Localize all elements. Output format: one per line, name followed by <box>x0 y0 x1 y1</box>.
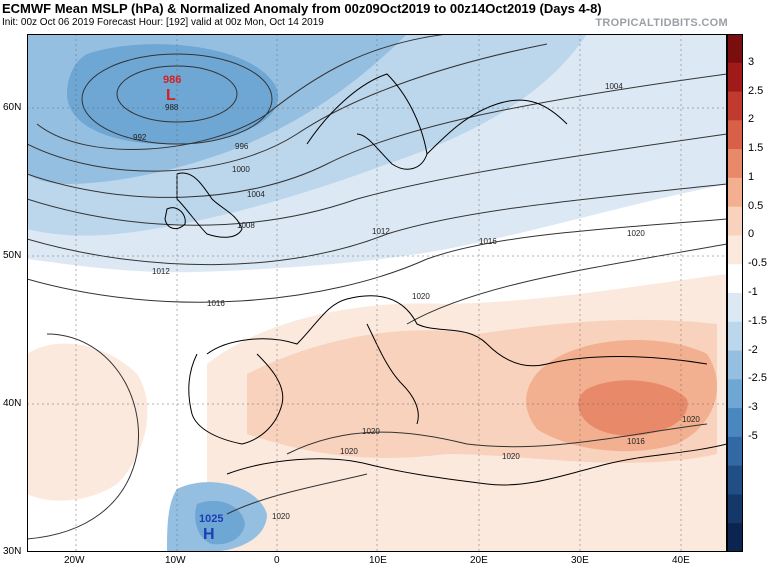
colorbar-tick-label: -5 <box>748 429 758 442</box>
colorbar-tick-label: 0 <box>748 228 755 241</box>
lat-label: 40N <box>3 398 22 409</box>
coast-scandinavia <box>306 73 428 170</box>
coast-iberia <box>188 353 284 445</box>
lon-label: 20E <box>470 555 488 566</box>
lon-label: 20W <box>64 555 85 566</box>
colorbar-tick-label: -2.5 <box>748 372 767 385</box>
isobar-1020-north <box>406 243 727 325</box>
colorbar-swatch <box>727 494 743 524</box>
isobar-label: 1020 <box>682 415 700 424</box>
colorbar-swatch <box>727 293 743 323</box>
colorbar-tick-label: 2 <box>748 113 755 126</box>
anomaly-positive-core <box>578 380 688 436</box>
low-center-letter: L <box>166 87 176 104</box>
lon-label: 10E <box>369 555 387 566</box>
colorbar-swatch <box>727 235 743 265</box>
low-center-value: 986 <box>163 74 181 86</box>
anomaly-positive-atlantic <box>27 343 148 501</box>
isobar-1016-med <box>286 423 708 455</box>
coast-europe-south <box>206 295 708 367</box>
colorbar-frame <box>727 34 743 552</box>
isobar-label: 1008 <box>237 221 255 230</box>
isobar-label: 1020 <box>412 292 430 301</box>
colorbar-swatch <box>727 350 743 380</box>
colorbar-tick-label: 1.5 <box>748 142 764 155</box>
coast-britain <box>176 172 243 238</box>
isobar-1020-atlantic <box>27 333 139 540</box>
colorbar-tick-label: -0.5 <box>748 257 767 270</box>
isobar-label: 992 <box>133 133 147 142</box>
colorbar-tick-label: 2.5 <box>748 84 764 97</box>
colorbar-swatch <box>727 120 743 150</box>
anomaly-colorbar <box>727 34 743 552</box>
isobar-label-group: 992 996 1000 1004 1008 1012 1016 1020 10… <box>133 82 700 521</box>
colorbar-swatch <box>727 523 743 552</box>
colorbar-swatch <box>727 408 743 438</box>
coast-ireland <box>164 207 186 230</box>
coast-italy <box>366 323 419 425</box>
lat-label: 50N <box>3 250 22 261</box>
colorbar-swatch <box>727 379 743 409</box>
colorbar-swatch <box>727 206 743 236</box>
lat-lon-grid <box>27 34 727 552</box>
lon-label: 40E <box>672 555 690 566</box>
anomaly-negative-core <box>67 44 279 144</box>
isobar-1000 <box>27 43 548 172</box>
colorbar-swatch <box>727 177 743 208</box>
colorbar-tick-label: -1.5 <box>748 314 767 327</box>
colorbar-tick-label: 0.5 <box>748 199 764 212</box>
colorbar-swatch <box>727 321 743 352</box>
map-frame <box>27 34 727 552</box>
isobar-label: 1016 <box>207 299 225 308</box>
isobar-label: 1020 <box>362 427 380 436</box>
coastlines <box>164 73 727 486</box>
isobar-996 <box>36 34 448 150</box>
lon-label: 0 <box>274 555 280 566</box>
isobar-label: 1020 <box>340 447 358 456</box>
colorbar-swatch <box>727 465 743 495</box>
isobar-label: 1000 <box>232 165 250 174</box>
high-center-value: 1025 <box>199 513 223 525</box>
isobar-label: 1004 <box>605 82 623 91</box>
pressure-centers: 986 L 1025 H <box>163 74 223 543</box>
site-watermark: TROPICALTIDBITS.COM <box>595 17 728 29</box>
init-info: Init: 00z Oct 06 2019 Forecast Hour: [19… <box>2 17 324 28</box>
colorbar-swatch <box>727 91 743 121</box>
lon-label: 10W <box>165 555 186 566</box>
forecast-map: 992 996 1000 1004 1008 1012 1016 1020 10… <box>27 34 727 552</box>
colorbar-tick-label: -1 <box>748 286 758 298</box>
high-center-letter: H <box>203 526 215 543</box>
isobar-label: 1004 <box>247 190 265 199</box>
isobar-label: 1016 <box>627 437 645 446</box>
colorbar-tick-label: 3 <box>748 55 755 68</box>
coast-baltic <box>426 99 568 155</box>
isobar-label: 1020 <box>502 452 520 461</box>
isobar-label: 1012 <box>372 227 390 236</box>
lat-label: 60N <box>3 102 22 113</box>
coast-north-africa <box>226 443 727 486</box>
colorbar-swatch <box>727 149 743 179</box>
isobar-1020-africa <box>226 473 368 515</box>
isobar-label: 996 <box>235 142 249 151</box>
isobar-1016 <box>27 218 727 303</box>
isobar-1008 <box>27 133 727 226</box>
isobar-label: 1020 <box>627 229 645 238</box>
colorbar-swatch <box>727 436 743 467</box>
lon-label: 30E <box>571 555 589 566</box>
colorbar-tick-label: -2 <box>748 343 758 356</box>
colorbar-tick-label: 1 <box>748 170 755 183</box>
colorbar-tick-label: -3 <box>748 401 758 414</box>
isobar-label: 1020 <box>272 512 290 521</box>
isobar-label: 1012 <box>152 267 170 276</box>
lat-label: 30N <box>3 546 22 557</box>
colorbar-swatch <box>727 62 743 93</box>
colorbar-swatch <box>727 264 743 294</box>
colorbar-swatch <box>727 34 743 64</box>
isobar-1012 <box>27 183 727 266</box>
isobar-1004 <box>27 73 727 198</box>
isobar-label: 988 <box>165 103 179 112</box>
chart-title: ECMWF Mean MSLP (hPa) & Normalized Anoma… <box>2 1 602 16</box>
isobar-label: 1016 <box>479 237 497 246</box>
